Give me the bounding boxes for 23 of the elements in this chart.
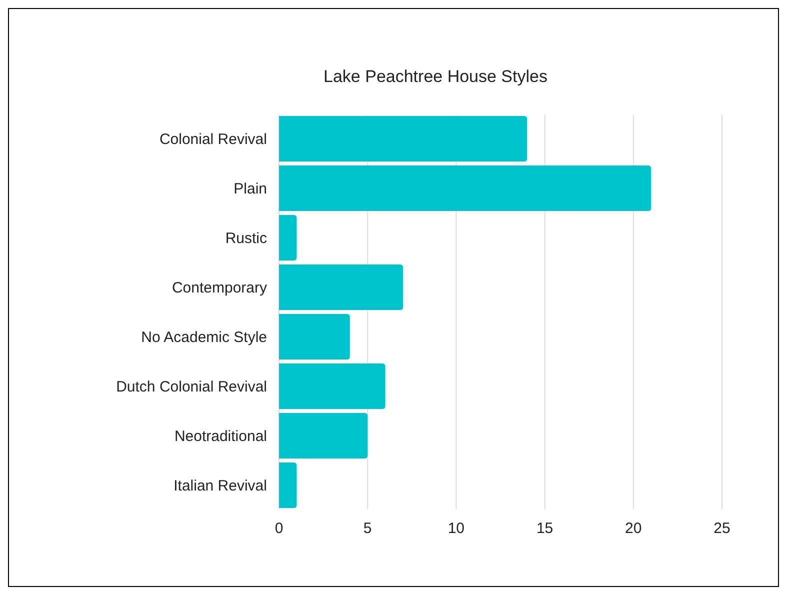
y-tick-label: Dutch Colonial Revival — [116, 378, 267, 396]
x-tick-label: 10 — [448, 520, 465, 537]
bar — [279, 116, 528, 162]
chart-title: Lake Peachtree House Styles — [324, 67, 548, 86]
bar — [279, 165, 652, 212]
bar — [279, 462, 297, 508]
x-tick-label: 25 — [714, 520, 730, 537]
bar — [279, 214, 297, 261]
bar — [279, 314, 350, 360]
x-tick-label: 5 — [363, 520, 372, 537]
y-tick-label: No Academic Style — [141, 329, 267, 346]
y-tick-label: Italian Revival — [174, 477, 267, 494]
x-tick-label: 0 — [274, 520, 284, 537]
bar — [279, 412, 368, 459]
x-tick-label: 15 — [536, 520, 554, 537]
bar — [279, 264, 404, 310]
bar — [279, 363, 386, 410]
y-tick-label: Contemporary — [172, 280, 268, 296]
y-tick-label: Plain — [234, 180, 267, 198]
x-tick-label: 20 — [625, 520, 642, 537]
y-tick-label: Neotraditional — [174, 428, 267, 445]
y-tick-label: Rustic — [225, 230, 268, 248]
y-tick-label: Colonial Revival — [159, 131, 267, 148]
